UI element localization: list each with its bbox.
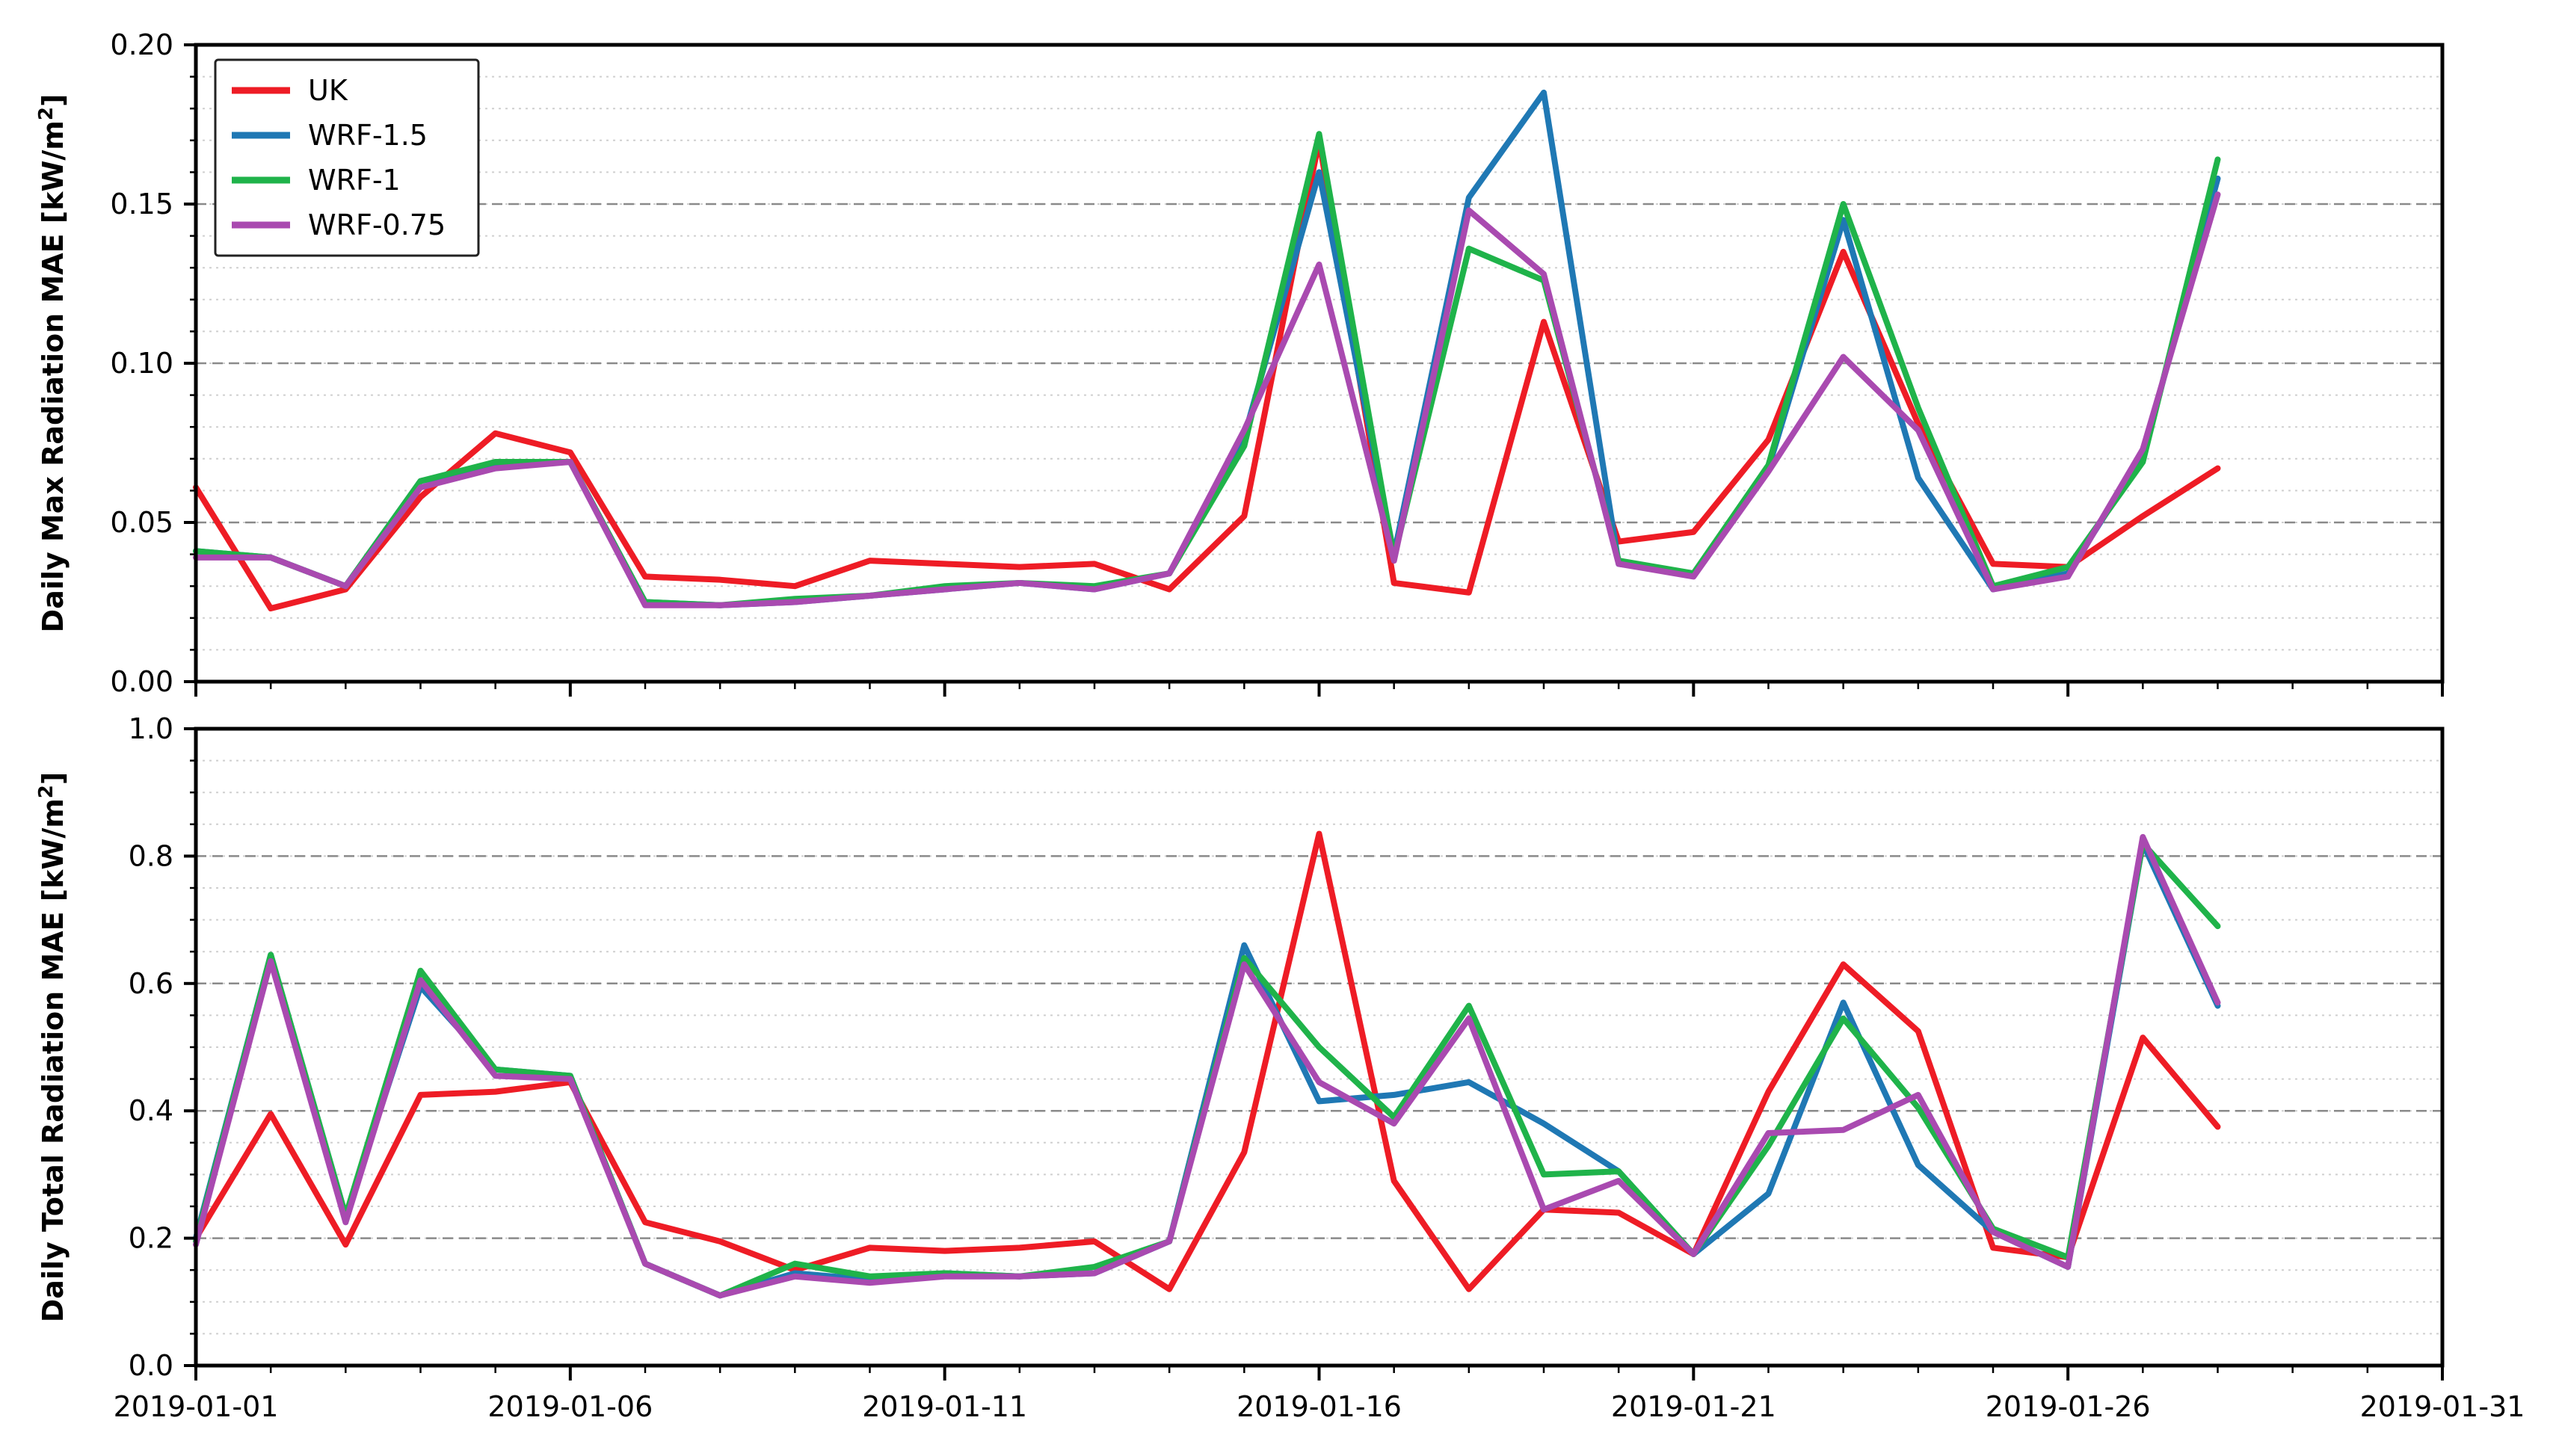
y-axis-title-suffix: ] [37,94,70,107]
y-tick-label: 0.10 [110,347,173,380]
y-tick-label: 1.0 [129,712,173,745]
chart-panel-1: 0.00 0.05 0.10 0.15 0.20 Daily Max Radiation … [35,28,2445,698]
legend-label: WRF-1 [308,164,401,197]
y-tick-label: 0.4 [129,1094,173,1127]
x-tick-label: 2019-01-16 [1237,1390,1402,1423]
y-tick-label: 0.6 [129,967,173,1000]
y-tick-label: 0.15 [110,188,173,220]
x-tick-label: 2019-01-26 [1986,1390,2151,1423]
y-tick-label: 0.20 [110,28,173,61]
series-line-wrf-1 [193,131,2221,608]
y-axis-title: Daily Total Radiation MAE [kW/m2] [35,772,70,1323]
x-tick-label: 2019-01-01 [114,1390,279,1423]
legend-label: WRF-0.75 [308,209,446,241]
legend-label: WRF-1.5 [308,119,428,152]
chart-panel-2: 0.0 0.2 0.4 0.6 0.8 1.0 2019-01-01 2019-01-06 20… [35,712,2525,1423]
y-axis-title: Daily Max Radiation MAE [kW/m2] [35,94,70,633]
y-tick-label: 0.2 [129,1222,173,1255]
series-line-uk [193,830,2221,1292]
series-line-uk [193,137,2221,612]
y-axis-title-text: Daily Total Radiation MAE [kW/m [37,798,70,1322]
x-tick-label: 2019-01-31 [2360,1390,2525,1423]
x-tick-label: 2019-01-11 [862,1390,1027,1423]
legend-label: UK [308,74,348,107]
y-tick-label: 0.05 [110,506,173,539]
y-tick-label: 0.8 [129,839,173,872]
series-line-wrf-1 [193,840,2221,1299]
x-tick-label: 2019-01-21 [1611,1390,1776,1423]
y-tick-label: 0.0 [129,1349,173,1382]
series-line-wrf-1-5 [193,89,2221,608]
y-axis-title-text: Daily Max Radiation MAE [kW/m [37,120,70,632]
y-axis-title-superscript: 2 [35,785,58,798]
series-line-wrf-0-75 [193,191,2221,608]
legend: UK WRF-1.5 WRF-1 WRF-0.75 [214,58,480,257]
series-line-wrf-0-75 [193,833,2221,1299]
y-tick-label: 0.00 [110,665,173,698]
y-axis-title-suffix: ] [37,772,70,785]
y-axis-title-superscript: 2 [35,107,58,120]
x-tick-label: 2019-01-06 [487,1390,653,1423]
legend-box [214,58,480,257]
